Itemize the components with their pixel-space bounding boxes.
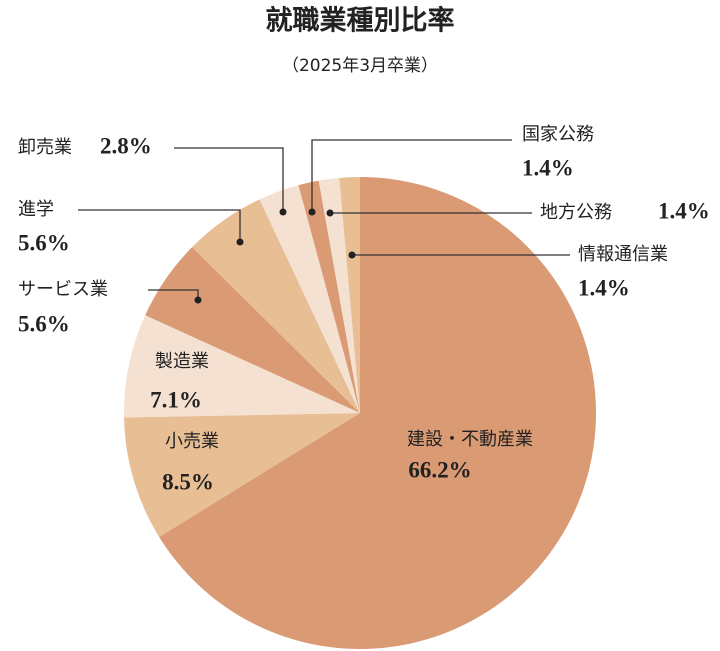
slice-label: 国家公務 <box>522 124 594 145</box>
value-label: 5.6% <box>18 311 70 336</box>
value-label: 2.8% <box>100 133 152 158</box>
pie-slice <box>192 199 360 413</box>
value-label: 8.5% <box>162 469 214 494</box>
pie-slice <box>124 413 360 537</box>
leader-line <box>174 147 284 212</box>
chart-title: 就職業種別比率 <box>266 5 455 37</box>
slice-label: サービス業 <box>18 279 108 300</box>
leader-dot <box>194 296 202 304</box>
slice-label: 卸売業 <box>18 137 72 158</box>
pie-slice <box>259 185 360 413</box>
slice-label: 製造業 <box>155 351 209 372</box>
leader-dot <box>236 238 244 246</box>
pie-slice <box>123 315 360 418</box>
pie-slice <box>298 180 360 413</box>
leader-dot <box>308 208 316 216</box>
value-label: 5.6% <box>18 230 70 255</box>
value-label: 7.1% <box>150 387 202 412</box>
leader-dot <box>348 251 356 259</box>
slice-label: 地方公務 <box>540 202 612 223</box>
slice-label: 進学 <box>18 199 54 220</box>
slice-label: 情報通信業 <box>578 244 668 265</box>
slice-label: 建設・不動産業 <box>407 429 533 450</box>
pie-slice <box>339 177 360 413</box>
value-label: 66.2% <box>408 457 471 482</box>
value-label: 1.4% <box>658 198 710 223</box>
slice-label: 小売業 <box>165 431 219 452</box>
pie-slice <box>145 247 360 413</box>
pie-slice <box>318 177 360 413</box>
leader-dot <box>326 209 334 217</box>
pie-slice <box>159 177 597 650</box>
value-label: 1.4% <box>522 155 574 180</box>
leader-line <box>311 139 512 212</box>
leader-line <box>78 209 241 242</box>
chart-subtitle: （2025年3月卒業） <box>282 56 438 76</box>
leader-dot <box>279 208 287 216</box>
value-label: 1.4% <box>578 275 630 300</box>
